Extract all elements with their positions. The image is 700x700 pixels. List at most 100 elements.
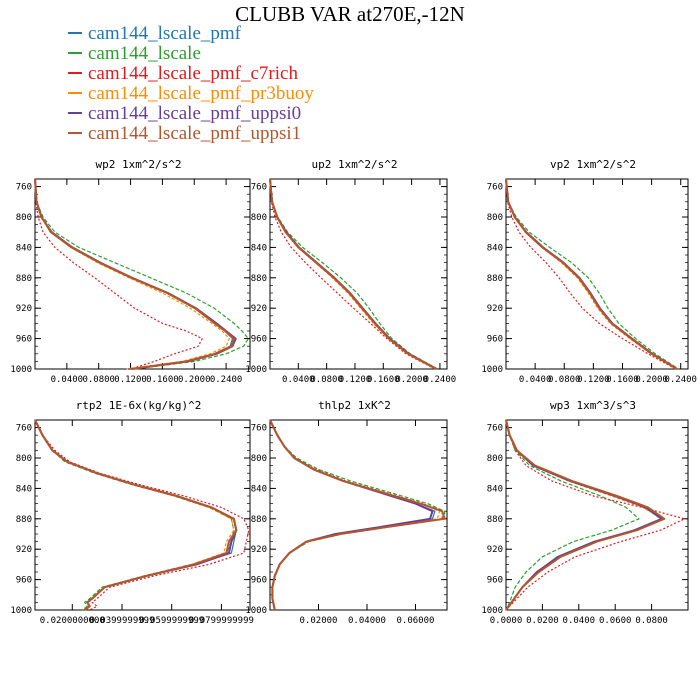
x-tick-label: 0.1600	[146, 375, 179, 385]
y-tick-label: 1000	[481, 606, 503, 616]
y-tick-label: 920	[487, 304, 503, 314]
x-tick-label: 0.2000	[178, 375, 211, 385]
x-tick-label: 0.0800	[635, 616, 668, 626]
y-tick-label: 840	[251, 243, 267, 253]
series-line-cam144_lscale_pmf_c7rich	[269, 178, 436, 370]
y-tick-label: 840	[487, 243, 503, 253]
legend-swatch	[68, 131, 82, 134]
series-line-cam144_lscale_pmf_uppsi0	[505, 178, 678, 370]
series-line-cam144_lscale	[269, 419, 446, 611]
x-tick-label: 0.04000	[348, 616, 386, 626]
series-line-cam144_lscale_pmf	[34, 178, 234, 370]
legend-item: cam144_lscale_pmf_pr3buoy	[68, 84, 314, 104]
series-line-cam144_lscale_pmf_uppsi0	[34, 419, 238, 611]
y-tick-label: 1000	[10, 606, 32, 616]
series-line-cam144_lscale_pmf_uppsi0	[269, 419, 434, 611]
series-line-cam144_lscale_pmf_uppsi1	[505, 419, 666, 611]
legend-label: cam144_lscale_pmf_c7rich	[88, 63, 298, 84]
x-tick-label: 0.0799999999	[189, 616, 254, 626]
x-tick-label: 0.2000	[395, 375, 428, 385]
series-line-cam144_lscale_pmf_uppsi1	[505, 178, 678, 370]
x-tick-label: 0.1600	[367, 375, 400, 385]
x-tick-label: 0.0200000000	[40, 616, 105, 626]
y-tick-label: 760	[16, 183, 32, 193]
legend-item: cam144_lscale	[68, 44, 314, 64]
y-tick-label: 880	[487, 274, 503, 284]
x-tick-label: 0.0800	[310, 375, 343, 385]
legend-label: cam144_lscale_pmf_uppsi0	[88, 103, 302, 124]
plot-frame	[34, 419, 251, 611]
x-tick-label: 0.1200	[339, 375, 372, 385]
y-tick-label: 840	[16, 484, 32, 494]
x-tick-label: 0.0400	[51, 375, 84, 385]
y-tick-label: 920	[251, 304, 267, 314]
series-line-cam144_lscale_pmf_uppsi1	[269, 178, 437, 370]
x-tick-label: 0.0000	[490, 616, 523, 626]
plot-frame	[505, 419, 689, 611]
legend-label: cam144_lscale_pmf_uppsi1	[88, 123, 302, 144]
y-tick-label: 920	[487, 545, 503, 555]
plot-frame	[505, 178, 689, 370]
series-line-cam144_lscale_pmf	[34, 419, 237, 611]
y-tick-label: 880	[487, 515, 503, 525]
series-line-cam144_lscale_pmf_uppsi1	[34, 419, 238, 611]
panel-title: wp2 1xm^2/s^2	[95, 158, 181, 171]
x-tick-label: 0.1200	[114, 375, 147, 385]
y-tick-label: 760	[487, 424, 503, 434]
y-tick-label: 840	[251, 484, 267, 494]
y-tick-label: 800	[16, 454, 32, 464]
y-tick-label: 800	[251, 213, 267, 223]
y-tick-label: 960	[487, 576, 503, 586]
panel-title: thlp2 1xK^2	[318, 399, 391, 412]
legend-item: cam144_lscale_pmf_uppsi0	[68, 104, 314, 124]
x-tick-label: 0.06000	[397, 616, 435, 626]
series-line-cam144_lscale_pmf_c7rich	[34, 178, 203, 370]
y-tick-label: 880	[16, 515, 32, 525]
panel-title: wp3 1xm^3/s^3	[550, 399, 636, 412]
y-tick-label: 960	[487, 335, 503, 345]
series-line-cam144_lscale_pmf_c7rich	[34, 419, 250, 611]
series-line-cam144_lscale_pmf_uppsi1	[269, 419, 446, 611]
panel-title: vp2 1xm^2/s^2	[550, 158, 636, 171]
series-line-cam144_lscale_pmf_pr3buoy	[34, 419, 235, 611]
x-tick-label: 0.2400	[210, 375, 243, 385]
y-tick-label: 960	[251, 576, 267, 586]
y-tick-label: 760	[251, 183, 267, 193]
plot-frame	[269, 178, 448, 370]
y-tick-label: 840	[487, 484, 503, 494]
series-line-cam144_lscale_pmf_uppsi0	[34, 178, 237, 370]
x-tick-label: 0.0800	[548, 375, 581, 385]
series-line-cam144_lscale_pmf_c7rich	[505, 178, 676, 370]
series-line-cam144_lscale	[505, 419, 640, 611]
legend-swatch	[68, 31, 82, 34]
x-tick-label: 0.2400	[664, 375, 697, 385]
y-tick-label: 880	[16, 274, 32, 284]
series-line-cam144_lscale_pmf_c7rich	[269, 419, 443, 611]
x-tick-label: 0.0599999999	[139, 616, 204, 626]
legend-swatch	[68, 71, 82, 74]
y-tick-label: 760	[16, 424, 32, 434]
legend-label: cam144_lscale	[88, 43, 201, 64]
x-tick-label: 0.0400	[282, 375, 315, 385]
y-tick-label: 920	[16, 304, 32, 314]
legend-item: cam144_lscale_pmf_c7rich	[68, 64, 314, 84]
series-line-cam144_lscale	[505, 178, 679, 370]
y-tick-label: 840	[16, 243, 32, 253]
x-tick-label: 0.2000	[635, 375, 668, 385]
panel-title: rtp2 1E-6x(kg/kg)^2	[76, 399, 202, 412]
series-line-cam144_lscale	[269, 178, 439, 370]
series-line-cam144_lscale_pmf_pr3buoy	[505, 178, 677, 370]
legend: cam144_lscale_pmf cam144_lscale cam144_l…	[68, 24, 314, 144]
y-tick-label: 760	[487, 183, 503, 193]
series-line-cam144_lscale_pmf	[505, 178, 678, 370]
series-line-cam144_lscale_pmf	[269, 419, 436, 611]
x-tick-label: 0.0600	[599, 616, 632, 626]
y-tick-label: 960	[251, 335, 267, 345]
plot-frame	[34, 178, 251, 370]
y-tick-label: 1000	[245, 606, 267, 616]
chart-title: CLUBB VAR at270E,-12N	[235, 2, 465, 26]
legend-item: cam144_lscale_pmf	[68, 24, 314, 44]
x-tick-label: 0.2400	[424, 375, 457, 385]
legend-swatch	[68, 91, 82, 94]
